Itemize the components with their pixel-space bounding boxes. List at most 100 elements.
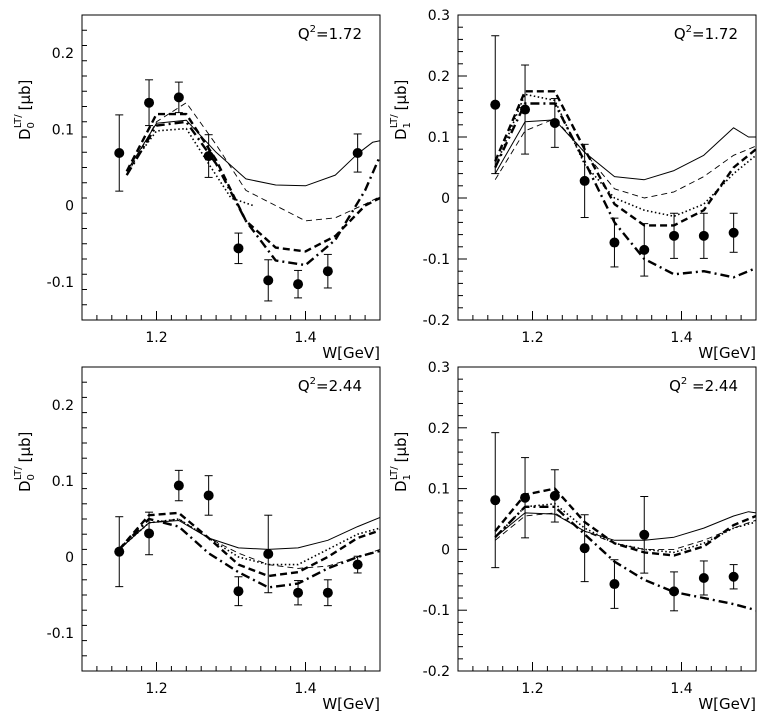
y-tick-label: -0.1 xyxy=(47,626,74,642)
q2-annotation: Q2=1.72 xyxy=(298,24,362,43)
y-tick-label: 0.2 xyxy=(428,421,450,437)
curve-solid xyxy=(126,119,380,187)
plot-frame xyxy=(81,366,381,672)
y-tick-label: -0.2 xyxy=(423,313,450,329)
y-tick-label: 0.1 xyxy=(52,474,74,490)
curve-thick-dashed xyxy=(118,511,380,578)
q2-annotation: Q2=1.72 xyxy=(674,24,738,43)
data-point xyxy=(669,230,680,241)
chart-panel-bottom-left: -0.1 0 0.1 0.2 1.2 1.4 W[GeV] D0LT/[μb] Q2=2.44 xyxy=(13,366,381,713)
y-axis-label: D1LT/[μb] xyxy=(389,80,413,140)
x-tick-label: 1.4 xyxy=(670,330,692,346)
data-point xyxy=(322,266,333,277)
data-point xyxy=(233,586,244,597)
x-tick-label: 1.2 xyxy=(145,681,167,697)
y-tick-label: 0 xyxy=(441,191,450,207)
y-tick-label: -0.1 xyxy=(423,252,450,268)
curve-thin-dashed xyxy=(126,102,380,222)
y-tick-label: 0 xyxy=(65,550,74,566)
data-point xyxy=(728,571,739,582)
data-point xyxy=(114,546,125,557)
y-tick-label: 0.3 xyxy=(428,360,450,376)
y-axis-label: D0LT/[μb] xyxy=(13,80,37,140)
data-point xyxy=(549,490,560,501)
y-tick-label: 0.2 xyxy=(52,398,74,414)
data-point xyxy=(203,151,214,162)
data-point xyxy=(293,279,304,290)
curve-dash-dot xyxy=(125,120,380,267)
y-tick-label: 0 xyxy=(65,199,74,215)
data-point xyxy=(233,243,244,254)
x-axis-label: W[GeV] xyxy=(698,695,756,713)
chart-panel-top-right: -0.2 -0.1 0 0.1 0.2 0.3 1.2 1.4 W[GeV] D1LT/[μb] Q… xyxy=(389,8,757,362)
curve-dash-dot xyxy=(494,505,756,612)
y-tick-label: 0.1 xyxy=(428,130,450,146)
x-tick-label: 1.4 xyxy=(294,681,316,697)
data-point xyxy=(144,528,155,539)
plot-frame xyxy=(457,366,757,672)
y-tick-label: 0.1 xyxy=(428,482,450,498)
curve-dash-dot xyxy=(118,517,380,589)
curve-thin-dashed xyxy=(494,512,756,550)
data-point xyxy=(639,244,650,255)
data-point xyxy=(579,175,590,186)
data-point xyxy=(173,480,184,491)
y-tick-label: 0 xyxy=(441,542,450,558)
data-point xyxy=(173,92,184,103)
data-point xyxy=(203,490,214,501)
x-tick-label: 1.2 xyxy=(521,681,543,697)
data-point xyxy=(490,99,501,110)
curve-thick-dashed xyxy=(494,90,756,227)
curve-dotted xyxy=(126,127,254,207)
curve-dotted xyxy=(494,502,756,554)
y-tick-label: -0.2 xyxy=(423,664,450,680)
data-point xyxy=(549,117,560,128)
data-point xyxy=(669,586,680,597)
data-point xyxy=(322,587,333,598)
y-tick-label: -0.1 xyxy=(423,603,450,619)
y-axis-label: D1LT/[μb] xyxy=(389,432,413,492)
data-point xyxy=(609,579,620,590)
y-tick-label: -0.1 xyxy=(47,275,74,291)
data-point xyxy=(698,572,709,583)
curve-thin-dashed xyxy=(118,518,380,569)
data-point xyxy=(263,548,274,559)
x-tick-label: 1.2 xyxy=(521,330,543,346)
y-tick-label: 0.3 xyxy=(428,8,450,24)
data-point xyxy=(639,529,650,540)
curve-thin-dashed xyxy=(494,118,756,199)
data-point xyxy=(144,97,155,108)
x-tick-label: 1.4 xyxy=(294,330,316,346)
curve-thick-dashed xyxy=(494,487,756,557)
x-axis-label: W[GeV] xyxy=(322,344,380,362)
chart-panel-bottom-right: -0.2 -0.1 0 0.1 0.2 0.3 1.2 1.4 W[GeV] D1LT/[μb] Q… xyxy=(389,360,757,713)
data-point xyxy=(114,148,125,159)
y-axis-label: D0LT/[μb] xyxy=(13,432,37,492)
data-point xyxy=(609,237,620,248)
data-point xyxy=(728,227,739,238)
data-point xyxy=(490,495,501,506)
q2-annotation: Q2 =2.44 xyxy=(669,376,738,395)
data-point xyxy=(520,492,531,503)
curve-dotted xyxy=(494,93,756,218)
y-tick-label: 0.2 xyxy=(52,46,74,62)
curve-solid xyxy=(494,119,756,181)
y-tick-label: 0.1 xyxy=(52,122,74,138)
x-axis-label: W[GeV] xyxy=(322,695,380,713)
data-point xyxy=(293,587,304,598)
curve-dotted xyxy=(118,518,380,566)
y-tick-label: 0.2 xyxy=(428,69,450,85)
data-point xyxy=(352,559,363,570)
x-tick-label: 1.2 xyxy=(145,330,167,346)
x-axis-label: W[GeV] xyxy=(698,344,756,362)
data-point xyxy=(579,543,590,554)
chart-panel-top-left: -0.1 0 0.1 0.2 1.2 1.4 W[GeV] D0LT/[μb] Q2=1.72 xyxy=(13,14,381,362)
curve-thick-dashed xyxy=(125,112,380,253)
data-point xyxy=(263,275,274,286)
data-point xyxy=(698,230,709,241)
data-point xyxy=(352,148,363,159)
x-tick-label: 1.4 xyxy=(670,681,692,697)
data-point xyxy=(520,104,531,115)
q2-annotation: Q2=2.44 xyxy=(298,376,362,395)
